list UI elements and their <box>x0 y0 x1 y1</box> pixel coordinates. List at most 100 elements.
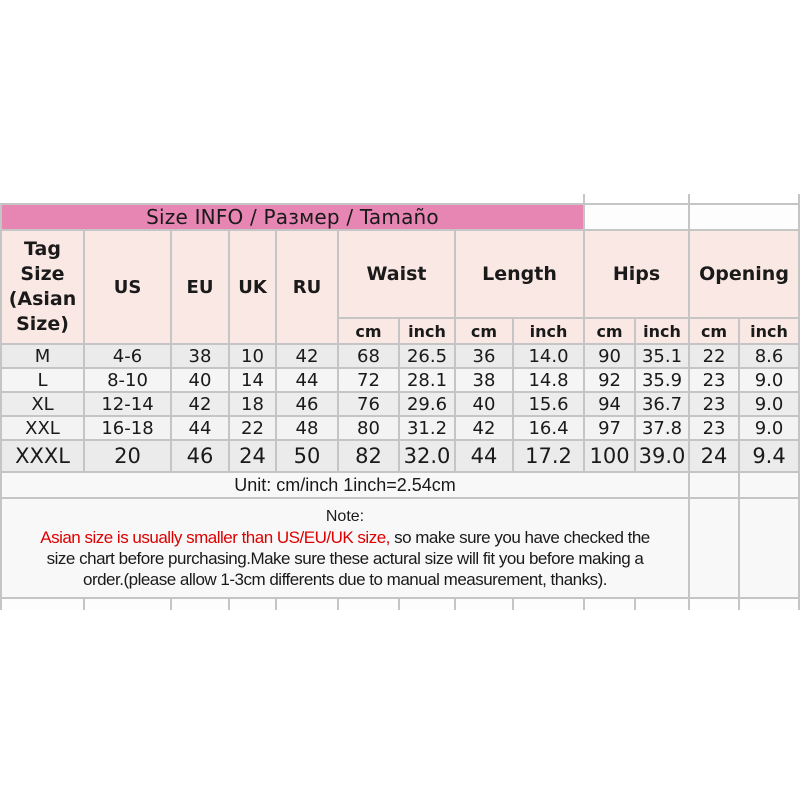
cell-xl-uk: 18 <box>228 391 277 417</box>
cell-xxxl-opening-cm: 24 <box>688 439 741 473</box>
cell-xl-waist-inch: 29.6 <box>398 391 456 417</box>
subheader-opening-inch: inch <box>738 317 800 345</box>
subheader-row: cm inch cm inch cm inch cm inch <box>1 317 800 345</box>
cell-xxl-uk: 22 <box>228 415 277 441</box>
group-header-length: Length <box>453 229 586 319</box>
cell-xl-hips-cm: 94 <box>583 391 637 417</box>
title-row-empty-2 <box>688 203 800 231</box>
cell-xxxl-waist-cm: 82 <box>337 439 400 473</box>
subheader-length-inch: inch <box>511 317 586 345</box>
cell-m-hips-cm: 90 <box>583 343 637 369</box>
group-header-waist: Waist <box>337 229 456 319</box>
unit-text: Unit: cm/inch 1inch=2.54cm <box>0 471 691 499</box>
bottom-grid-cell <box>738 597 800 610</box>
cell-xxl-tag: XXL <box>0 415 85 441</box>
cell-m-hips-inch: 35.1 <box>634 343 691 369</box>
bottom-grid-cell <box>583 597 637 610</box>
cell-xxl-opening-inch: 9.0 <box>738 415 800 441</box>
bottom-grid-cell <box>511 597 586 610</box>
title-row: Size INFO / Размер / Tamaño <box>0 203 800 231</box>
subheader-length-cm: cm <box>454 317 514 345</box>
corner-line-3: (Asian <box>8 288 77 310</box>
pre-title-stub-opening <box>688 194 800 204</box>
cell-xxxl-uk: 24 <box>228 439 277 473</box>
column-header-eu: EU <box>170 229 230 345</box>
cell-m-length-cm: 36 <box>454 343 514 369</box>
cell-l-uk: 14 <box>228 367 277 393</box>
corner-line-2: Size <box>20 263 65 285</box>
cell-m-length-inch: 14.0 <box>511 343 586 369</box>
cell-m-tag: M <box>0 343 85 369</box>
pre-title-stub-hips <box>583 194 691 204</box>
subheader-hips-cm: cm <box>583 317 637 345</box>
cell-m-opening-inch: 8.6 <box>738 343 800 369</box>
bottom-grid-cell <box>0 597 85 610</box>
column-header-us: US <box>83 229 172 345</box>
subheader-opening-cm: cm <box>688 317 741 345</box>
table-row-xxl: XXL 16-18 44 22 48 80 31.2 42 16.4 97 37… <box>0 415 800 441</box>
unit-row-empty-2 <box>738 471 800 499</box>
cell-l-ru: 44 <box>275 367 339 393</box>
note-line-1-rest: so make sure you have checked the <box>389 527 650 547</box>
cell-xxxl-waist-inch: 32.0 <box>398 439 456 473</box>
cell-xxl-us: 16-18 <box>83 415 172 441</box>
header-group-row: Tag Size (Asian Size) US EU UK RU Waist … <box>0 229 800 345</box>
cell-l-hips-cm: 92 <box>583 367 637 393</box>
cell-xl-opening-inch: 9.0 <box>738 391 800 417</box>
cell-m-opening-cm: 22 <box>688 343 741 369</box>
cell-xxxl-length-cm: 44 <box>454 439 514 473</box>
note-row: Note: Asian size is usually smaller than… <box>0 497 800 599</box>
cell-xxxl-hips-inch: 39.0 <box>634 439 691 473</box>
cell-l-opening-inch: 9.0 <box>738 367 800 393</box>
corner-header-tag-size: Tag Size (Asian Size) <box>0 229 85 345</box>
group-header-opening: Opening <box>688 229 800 319</box>
cell-xxl-hips-cm: 97 <box>583 415 637 441</box>
bottom-grid-cell <box>275 597 339 610</box>
cell-l-us: 8-10 <box>83 367 172 393</box>
cell-l-waist-cm: 72 <box>337 367 400 393</box>
column-header-ru: RU <box>275 229 339 345</box>
cell-xxxl-tag: XXXL <box>0 439 85 473</box>
cell-xl-ru: 46 <box>275 391 339 417</box>
cell-xl-length-cm: 40 <box>454 391 514 417</box>
bottom-grid-row <box>0 597 800 610</box>
bottom-grid-cell <box>228 597 277 610</box>
cell-xxxl-eu: 46 <box>170 439 230 473</box>
cell-l-eu: 40 <box>170 367 230 393</box>
cell-l-waist-inch: 28.1 <box>398 367 456 393</box>
subheader-hips-inch: inch <box>634 317 691 345</box>
cell-xl-us: 12-14 <box>83 391 172 417</box>
cell-l-opening-cm: 23 <box>688 367 741 393</box>
cell-xxxl-hips-cm: 100 <box>583 439 637 473</box>
cell-xxl-eu: 44 <box>170 415 230 441</box>
cell-xxxl-us: 20 <box>83 439 172 473</box>
table-row-l: L 8-10 40 14 44 72 28.1 38 14.8 92 35.9 … <box>0 367 800 393</box>
cell-xxl-opening-cm: 23 <box>688 415 741 441</box>
cell-xxxl-opening-inch: 9.4 <box>738 439 800 473</box>
title-row-empty-1 <box>583 203 691 231</box>
cell-l-length-inch: 14.8 <box>511 367 586 393</box>
note-row-empty-2 <box>738 497 800 599</box>
note-line-1: Asian size is usually smaller than US/EU… <box>3 527 687 548</box>
bottom-grid-cell <box>454 597 514 610</box>
pre-title-blank <box>1 194 585 204</box>
bottom-grid-cell <box>170 597 230 610</box>
cell-xxl-waist-cm: 80 <box>337 415 400 441</box>
cell-m-waist-cm: 68 <box>337 343 400 369</box>
size-chart-table: Size INFO / Размер / Tamaño Tag Size (As… <box>0 194 800 610</box>
bottom-grid-cell <box>337 597 400 610</box>
cell-m-waist-inch: 26.5 <box>398 343 456 369</box>
cell-m-eu: 38 <box>170 343 230 369</box>
cell-xxl-hips-inch: 37.8 <box>634 415 691 441</box>
cell-xl-waist-cm: 76 <box>337 391 400 417</box>
cell-xxl-ru: 48 <box>275 415 339 441</box>
cell-xl-tag: XL <box>0 391 85 417</box>
table-row-m: M 4-6 38 10 42 68 26.5 36 14.0 90 35.1 2… <box>0 343 800 369</box>
note-line-3: order.(please allow 1-3cm differents due… <box>82 569 608 589</box>
bottom-grid-cell <box>634 597 691 610</box>
note-red-text: Asian size is usually smaller than US/EU… <box>40 527 390 547</box>
cell-xl-eu: 42 <box>170 391 230 417</box>
cell-xl-length-inch: 15.6 <box>511 391 586 417</box>
note-cell: Note: Asian size is usually smaller than… <box>0 497 691 599</box>
